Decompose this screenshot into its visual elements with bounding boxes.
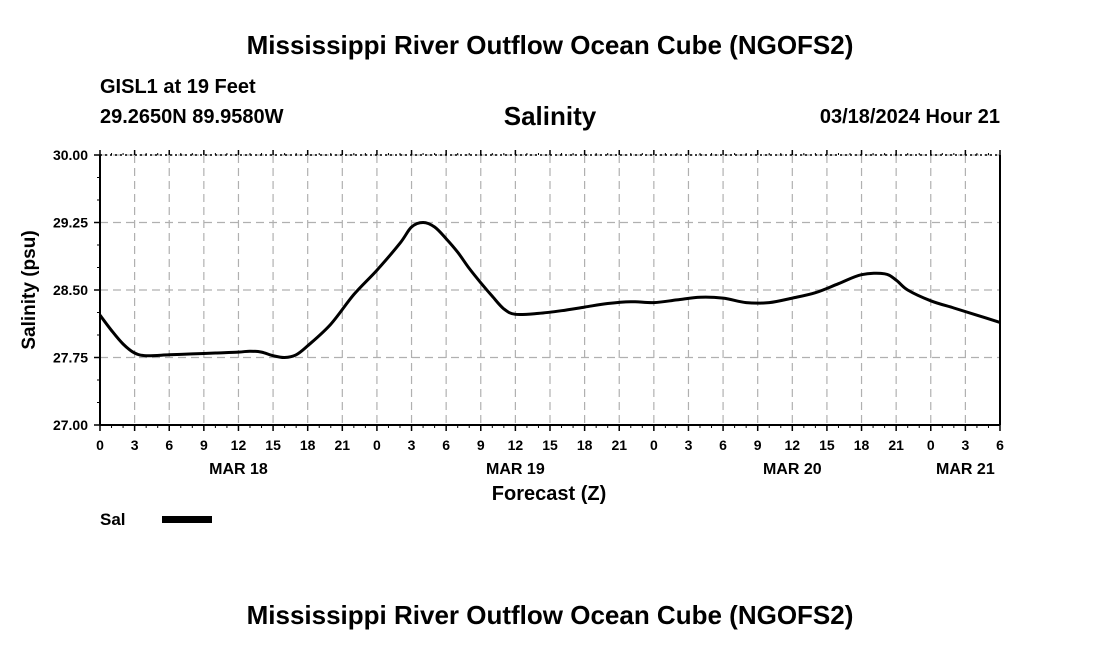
x-tick-label: 18 bbox=[300, 437, 316, 453]
station-coordinates: 29.2650N 89.9580W bbox=[100, 106, 284, 128]
x-tick-label: 6 bbox=[165, 437, 173, 453]
x-tick-label: 15 bbox=[542, 437, 558, 453]
page-title: Mississippi River Outflow Ocean Cube (NG… bbox=[246, 30, 854, 60]
y-tick-label: 28.50 bbox=[53, 282, 88, 298]
y-tick-label: 27.00 bbox=[53, 417, 88, 433]
x-tick-label: 0 bbox=[927, 437, 935, 453]
x-tick-label: 6 bbox=[719, 437, 727, 453]
x-tick-label: 21 bbox=[888, 437, 904, 453]
x-tick-label: 6 bbox=[996, 437, 1004, 453]
x-tick-label: 9 bbox=[477, 437, 485, 453]
x-tick-label: 12 bbox=[231, 437, 247, 453]
series-line-sal bbox=[98, 221, 1001, 360]
legend-line-swatch bbox=[162, 516, 212, 523]
x-tick-label: 0 bbox=[650, 437, 658, 453]
x-tick-label: 21 bbox=[335, 437, 351, 453]
x-axis-label: Forecast (Z) bbox=[492, 483, 606, 505]
forecast-timestamp: 03/18/2024 Hour 21 bbox=[819, 106, 1000, 128]
y-tick-label: 27.75 bbox=[53, 350, 88, 366]
date-label: MAR 19 bbox=[486, 461, 545, 478]
x-tick-label: 18 bbox=[577, 437, 593, 453]
x-tick-label: 15 bbox=[265, 437, 281, 453]
date-label: MAR 18 bbox=[209, 461, 268, 478]
x-tick-label: 9 bbox=[754, 437, 762, 453]
x-tick-label: 3 bbox=[685, 437, 693, 453]
x-tick-label: 15 bbox=[819, 437, 835, 453]
x-tick-label: 0 bbox=[96, 437, 104, 453]
salinity-chart: 30.00 29.25 28.50 27.75 27.00 0 3 6 9 12 15 18 21 0 3 6… bbox=[19, 147, 1004, 529]
station-name: GISL1 at 19 Feet bbox=[100, 76, 256, 98]
y-tick-label: 30.00 bbox=[53, 147, 88, 163]
x-tick-label: 0 bbox=[373, 437, 381, 453]
chart-title: Salinity bbox=[503, 101, 597, 131]
x-tick-label: 3 bbox=[961, 437, 969, 453]
x-tick-label: 9 bbox=[200, 437, 208, 453]
x-tick-label: 3 bbox=[408, 437, 416, 453]
x-tick-label: 18 bbox=[854, 437, 870, 453]
y-tick-label: 29.25 bbox=[53, 215, 88, 231]
x-tick-label: 3 bbox=[131, 437, 139, 453]
axes: 30.00 29.25 28.50 27.75 27.00 0 3 6 9 12 15 18 21 0 3 6… bbox=[53, 147, 1004, 478]
x-tick-label: 12 bbox=[508, 437, 524, 453]
x-tick-label: 6 bbox=[442, 437, 450, 453]
date-label: MAR 20 bbox=[763, 461, 822, 478]
date-label: MAR 21 bbox=[936, 461, 995, 478]
x-tick-label: 12 bbox=[785, 437, 801, 453]
legend-label: Sal bbox=[100, 510, 126, 529]
series bbox=[98, 221, 1001, 360]
page-title-bottom: Mississippi River Outflow Ocean Cube (NG… bbox=[246, 600, 854, 630]
y-axis-label: Salinity (psu) bbox=[19, 230, 40, 349]
x-tick-label: 21 bbox=[611, 437, 627, 453]
grid bbox=[100, 154, 1000, 426]
